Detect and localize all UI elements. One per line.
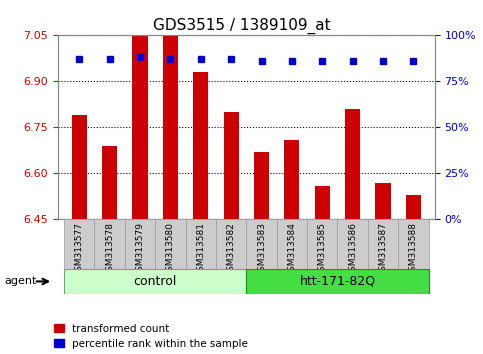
FancyBboxPatch shape bbox=[246, 269, 428, 294]
FancyBboxPatch shape bbox=[338, 219, 368, 269]
Bar bbox=[284, 140, 299, 219]
Text: GSM313579: GSM313579 bbox=[136, 222, 144, 277]
Text: GSM313580: GSM313580 bbox=[166, 222, 175, 277]
Text: GSM313581: GSM313581 bbox=[196, 222, 205, 277]
Bar bbox=[132, 35, 148, 219]
Text: GSM313588: GSM313588 bbox=[409, 222, 418, 277]
FancyBboxPatch shape bbox=[246, 219, 277, 269]
Text: GSM313577: GSM313577 bbox=[75, 222, 84, 277]
FancyBboxPatch shape bbox=[64, 219, 94, 269]
Bar bbox=[345, 109, 360, 219]
Text: GSM313578: GSM313578 bbox=[105, 222, 114, 277]
FancyBboxPatch shape bbox=[368, 219, 398, 269]
Text: agent: agent bbox=[5, 276, 37, 286]
FancyBboxPatch shape bbox=[216, 219, 246, 269]
FancyBboxPatch shape bbox=[398, 219, 428, 269]
FancyBboxPatch shape bbox=[64, 269, 246, 294]
Bar bbox=[406, 195, 421, 219]
Text: GSM313587: GSM313587 bbox=[379, 222, 387, 277]
FancyBboxPatch shape bbox=[94, 219, 125, 269]
Bar bbox=[71, 115, 87, 219]
Text: htt-171-82Q: htt-171-82Q bbox=[299, 275, 376, 288]
Text: GDS3515 / 1389109_at: GDS3515 / 1389109_at bbox=[153, 18, 330, 34]
Bar bbox=[193, 72, 208, 219]
Bar bbox=[315, 186, 330, 219]
Text: GSM313582: GSM313582 bbox=[227, 222, 236, 277]
Bar bbox=[163, 35, 178, 219]
FancyBboxPatch shape bbox=[125, 219, 155, 269]
FancyBboxPatch shape bbox=[277, 219, 307, 269]
FancyBboxPatch shape bbox=[185, 219, 216, 269]
Text: control: control bbox=[133, 275, 177, 288]
Text: GSM313586: GSM313586 bbox=[348, 222, 357, 277]
Bar bbox=[254, 152, 269, 219]
Text: GSM313584: GSM313584 bbox=[287, 222, 297, 277]
Text: GSM313583: GSM313583 bbox=[257, 222, 266, 277]
Text: GSM313585: GSM313585 bbox=[318, 222, 327, 277]
Bar bbox=[375, 183, 391, 219]
Legend: transformed count, percentile rank within the sample: transformed count, percentile rank withi… bbox=[54, 324, 248, 349]
FancyBboxPatch shape bbox=[307, 219, 338, 269]
FancyBboxPatch shape bbox=[155, 219, 185, 269]
Bar bbox=[102, 146, 117, 219]
Bar bbox=[224, 112, 239, 219]
